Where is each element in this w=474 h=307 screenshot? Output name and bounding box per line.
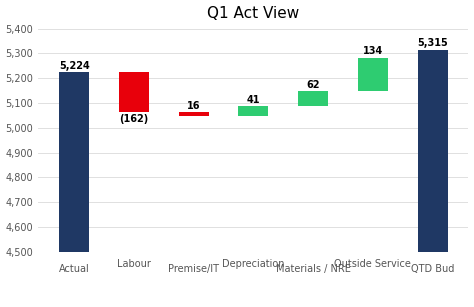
Bar bbox=[298, 91, 328, 106]
Text: 41: 41 bbox=[246, 95, 260, 105]
Text: Actual: Actual bbox=[59, 264, 90, 274]
Text: Premise/IT: Premise/IT bbox=[168, 264, 219, 274]
Bar bbox=[238, 106, 268, 116]
Bar bbox=[358, 58, 388, 91]
Text: Depreciation: Depreciation bbox=[222, 259, 284, 269]
Text: 62: 62 bbox=[306, 80, 320, 90]
Text: Materials / NRE: Materials / NRE bbox=[276, 264, 351, 274]
Text: QTD Bud: QTD Bud bbox=[411, 264, 454, 274]
Bar bbox=[179, 112, 209, 116]
Text: Labour: Labour bbox=[117, 259, 151, 269]
Text: 5,224: 5,224 bbox=[59, 61, 90, 71]
Bar bbox=[119, 72, 149, 112]
Text: 5,315: 5,315 bbox=[417, 38, 448, 49]
Text: 16: 16 bbox=[187, 101, 201, 111]
Bar bbox=[59, 72, 89, 252]
Title: Q1 Act View: Q1 Act View bbox=[207, 6, 300, 21]
Text: 134: 134 bbox=[363, 46, 383, 56]
Text: (162): (162) bbox=[119, 114, 148, 124]
Text: Outside Service: Outside Service bbox=[335, 259, 411, 269]
Bar bbox=[418, 50, 447, 252]
